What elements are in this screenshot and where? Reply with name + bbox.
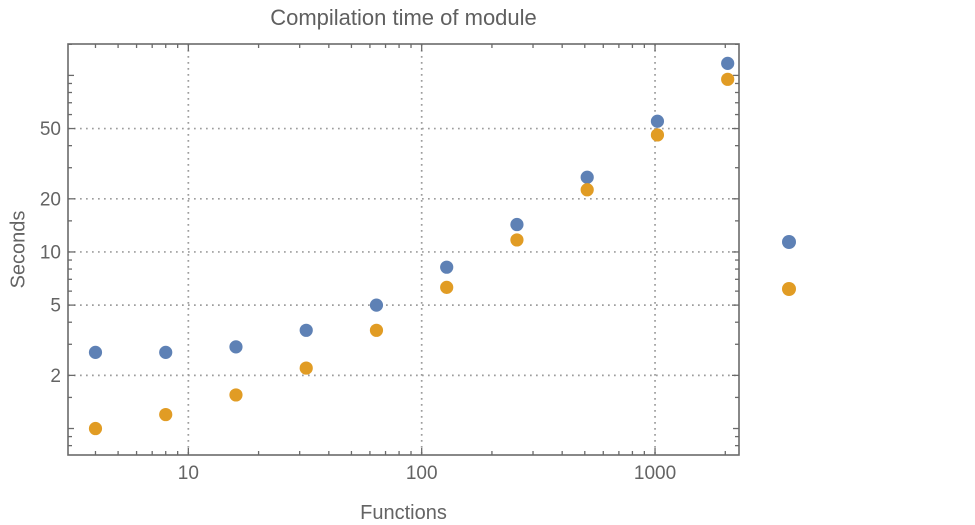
y-tick-label: 20 xyxy=(40,189,61,210)
data-point-series-1 xyxy=(299,323,313,337)
x-tick-label: 1000 xyxy=(634,463,676,484)
x-tick-label: 100 xyxy=(406,463,438,484)
y-tick-label: 10 xyxy=(40,242,61,263)
data-point-series-2 xyxy=(229,388,243,402)
legend-marker-series-2 xyxy=(782,282,796,296)
data-point-series-1 xyxy=(510,217,524,232)
data-point-series-1 xyxy=(580,170,594,184)
y-tick-label: 2 xyxy=(50,366,61,387)
data-point-series-2 xyxy=(580,183,594,197)
data-point-series-2 xyxy=(440,280,454,294)
plot-frame xyxy=(67,43,740,456)
data-point-series-1 xyxy=(159,345,173,359)
data-point-series-2 xyxy=(369,323,384,337)
data-point-series-2 xyxy=(721,72,735,86)
y-tick-label: 50 xyxy=(40,119,61,140)
y-axis-label: Seconds xyxy=(7,210,30,289)
x-tick-label: 10 xyxy=(178,463,199,484)
data-point-series-1 xyxy=(229,340,243,354)
data-point-series-1 xyxy=(650,114,665,128)
data-point-series-2 xyxy=(159,407,173,422)
data-point-series-1 xyxy=(721,56,735,70)
chart-title: Compilation time of module xyxy=(270,5,537,30)
data-point-series-2 xyxy=(650,128,665,142)
data-point-series-2 xyxy=(510,233,524,247)
y-tick-label: 5 xyxy=(50,296,61,317)
data-point-series-2 xyxy=(299,361,313,375)
data-point-series-2 xyxy=(88,421,103,436)
data-point-series-1 xyxy=(88,345,103,359)
legend-marker-series-1 xyxy=(782,235,796,249)
data-point-series-1 xyxy=(369,298,384,312)
data-point-series-1 xyxy=(440,260,454,274)
x-axis-label: Functions xyxy=(360,502,447,524)
